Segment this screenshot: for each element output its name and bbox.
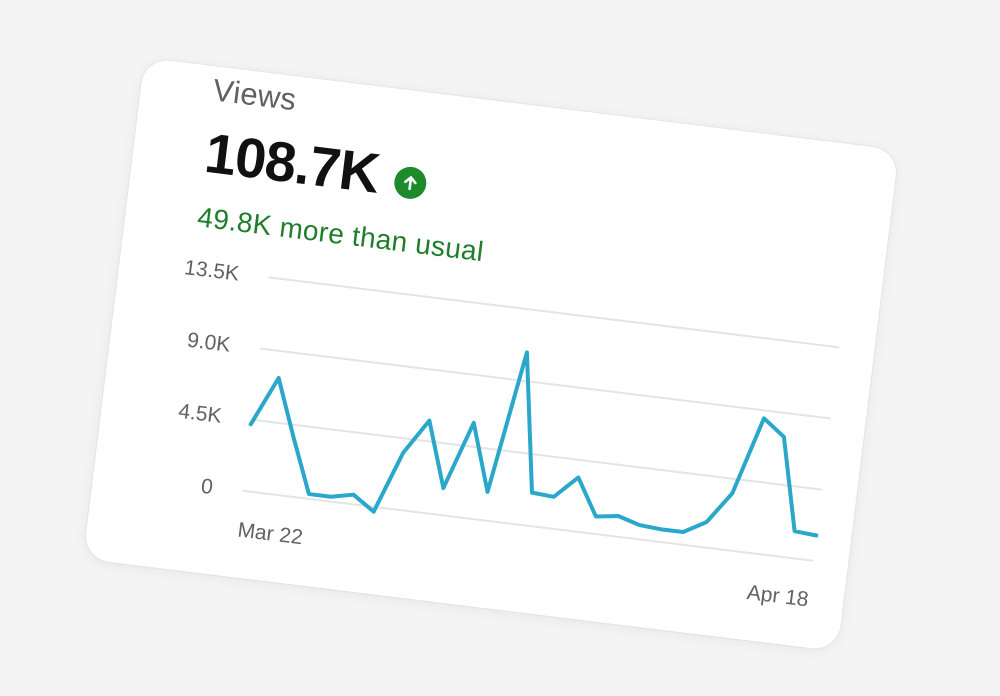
y-tick-label: 4.5K <box>177 400 223 428</box>
y-tick-label: 0 <box>200 475 214 499</box>
x-tick-label: Mar 22 <box>236 519 304 550</box>
gridline <box>259 347 831 420</box>
x-tick-label: Apr 18 <box>746 581 810 611</box>
views-line-chart: 0 4.5K 9.0K 13.5K Mar 22 Apr 18 <box>177 256 840 611</box>
views-series-line <box>248 350 819 538</box>
metric-row: 108.7K <box>202 120 431 212</box>
gridline <box>242 489 814 562</box>
y-tick-label: 13.5K <box>183 256 240 286</box>
y-tick-label: 9.0K <box>186 329 232 357</box>
arrow-up-icon <box>392 164 428 201</box>
views-card: Views 108.7K 49.8K more than usual 0 4.5K… <box>83 57 899 652</box>
gridline <box>268 276 840 349</box>
gridline <box>251 418 823 491</box>
